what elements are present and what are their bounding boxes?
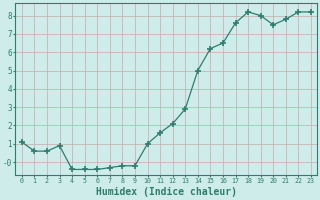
X-axis label: Humidex (Indice chaleur): Humidex (Indice chaleur) xyxy=(96,187,237,197)
